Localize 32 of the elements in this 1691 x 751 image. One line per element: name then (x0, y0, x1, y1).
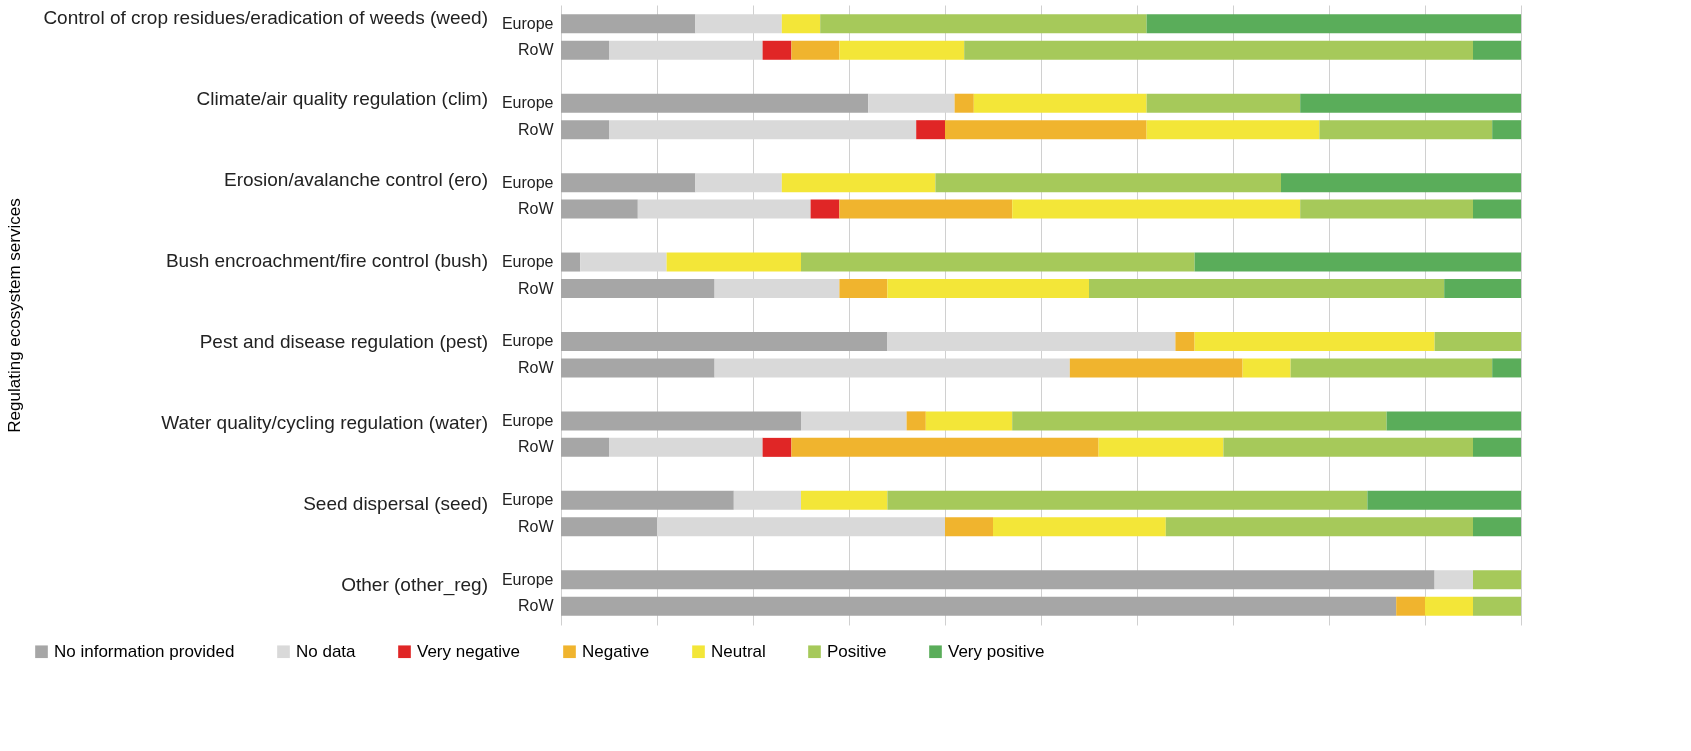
text: Regulating ecosystem services (4, 198, 24, 433)
text: Control of crop residues/eradication of weeds (weed) (43, 7, 488, 29)
y-tick-label: Europe (501, 570, 554, 588)
text: Water quality/cycling regulation (water) (161, 411, 488, 433)
legend-label: No data (296, 641, 357, 661)
legend-label: Neutral (711, 641, 766, 661)
text: Pest and disease regulation (pest) (199, 330, 488, 352)
text: Other (other_reg) (341, 573, 488, 596)
y-tick-label: RoW (517, 597, 555, 615)
y-tick-label: Europe (501, 173, 554, 191)
legend-label: Positive (827, 641, 887, 661)
y-tick-label: Europe (501, 94, 554, 112)
y-tick-label: RoW (517, 517, 555, 535)
y-tick-label: Europe (501, 14, 554, 32)
y-tick-label: Europe (501, 253, 554, 271)
text: Climate/air quality regulation (clim) (196, 88, 488, 110)
y-tick-label: Europe (501, 491, 554, 509)
y-tick-label: RoW (517, 358, 555, 376)
y-tick-label: Europe (501, 411, 554, 429)
y-tick-label: RoW (517, 279, 555, 297)
legend-label: Negative (582, 641, 650, 661)
y-tick-label: Europe (501, 332, 554, 350)
text: Bush encroachment/fire control (bush) (165, 250, 488, 272)
legend-label: Very positive (948, 641, 1045, 661)
y-tick-label: RoW (517, 438, 555, 456)
text: Erosion/avalanche control (ero) (223, 169, 488, 191)
text: Seed dispersal (seed) (303, 492, 488, 514)
legend-label: Very negative (417, 641, 521, 661)
y-tick-label: RoW (517, 200, 555, 218)
legend-label: No information provided (54, 641, 235, 661)
y-tick-label: RoW (517, 120, 555, 138)
y-tick-label: RoW (517, 41, 555, 59)
